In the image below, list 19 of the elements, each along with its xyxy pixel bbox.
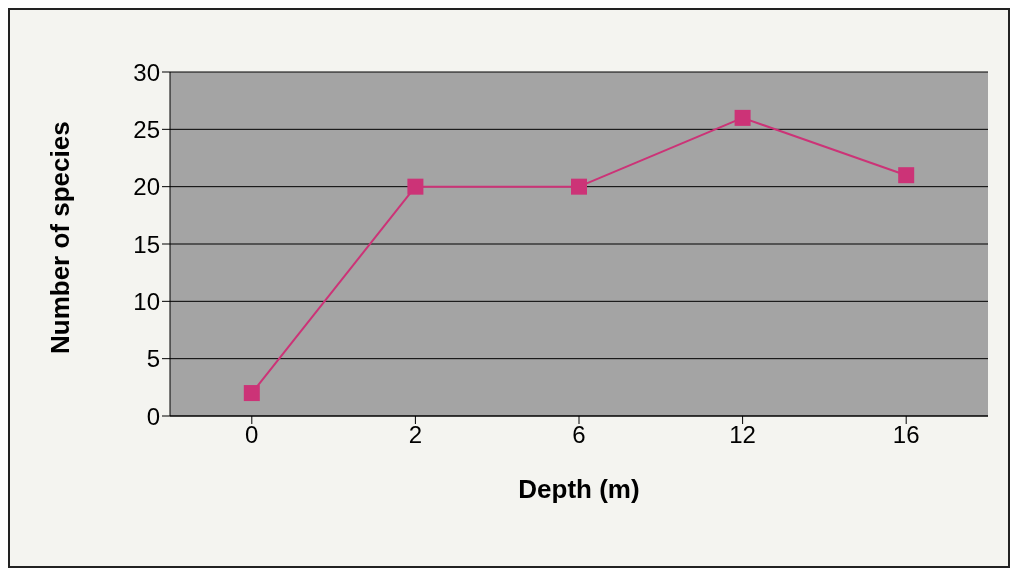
y-tick-label: 0: [146, 402, 160, 430]
point: [571, 178, 587, 195]
y-tick-label: 5: [146, 345, 160, 373]
x-tick-label: 6: [572, 421, 586, 449]
x-tick-label: 12: [729, 421, 756, 449]
y-tick-label: 15: [133, 230, 160, 258]
x-axis-title: Depth (m): [518, 474, 640, 504]
x-tick-label: 0: [245, 421, 259, 449]
point: [407, 178, 424, 195]
y-tick-label: 10: [133, 287, 160, 315]
y-tick-label: 30: [133, 58, 160, 86]
y-axis-title: Number of species: [45, 121, 76, 354]
point: [243, 385, 260, 402]
x-tick-label: 2: [408, 421, 423, 449]
x-tick-label: 16: [892, 421, 920, 449]
y-tick-label: 25: [133, 115, 160, 143]
y-tick-label: 20: [133, 173, 160, 201]
point: [898, 167, 915, 184]
point: [734, 109, 751, 126]
